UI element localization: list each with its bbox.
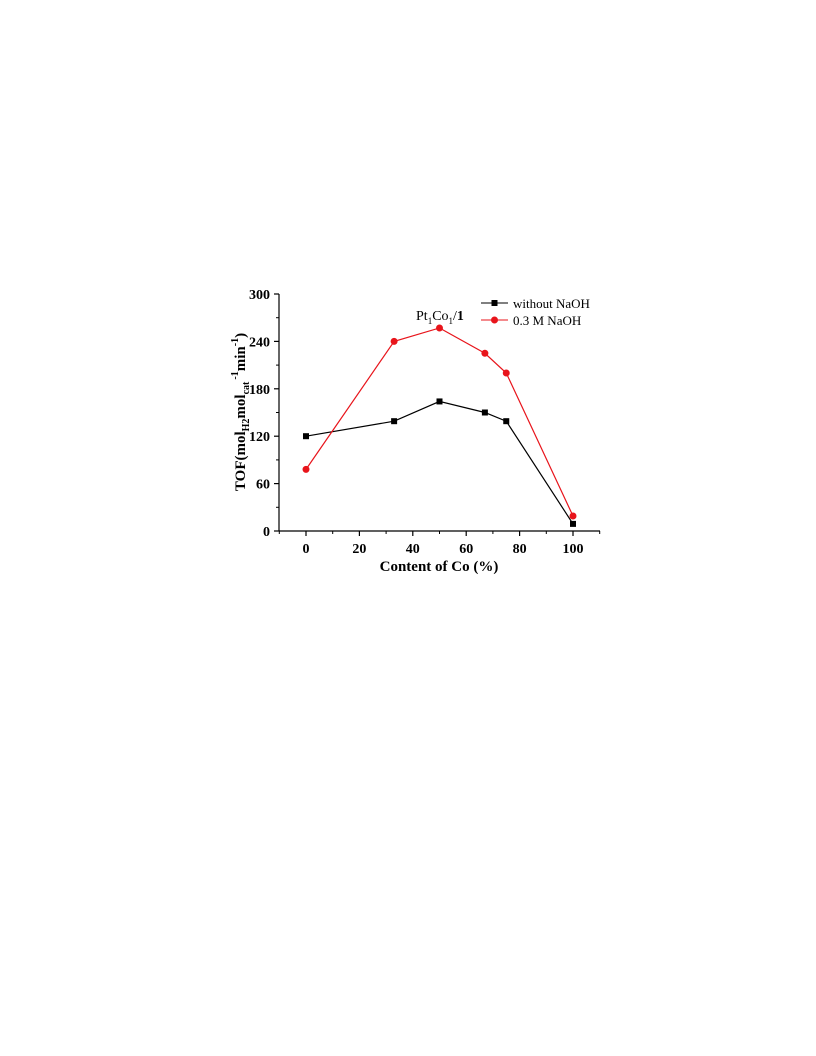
x-tick-label: 80: [513, 542, 527, 557]
data-point-circle: [390, 337, 398, 345]
data-point-square: [391, 418, 398, 425]
data-point-circle: [481, 349, 489, 357]
legend-marker-square: [491, 300, 498, 306]
data-point-circle: [502, 369, 510, 377]
data-point-circle: [436, 324, 443, 332]
data-point-square: [303, 433, 309, 440]
x-tick-label: 40: [406, 542, 420, 557]
x-axis-title: Content of Co (%): [380, 559, 499, 575]
series-line-0: [305, 400, 574, 525]
legend-entry-naoh: 0.3 M NaOH: [481, 313, 581, 328]
legend-entry-without-naoh: without NaOH: [481, 296, 590, 311]
data-point-square: [436, 398, 443, 405]
series-line-1: [305, 327, 574, 517]
data-point-circle: [302, 465, 310, 473]
plot-area: [302, 324, 577, 527]
y-tick-label: 180: [249, 383, 270, 398]
x-tick-label: 60: [459, 542, 473, 557]
y-tick-label: 240: [249, 335, 270, 350]
data-point-square: [503, 418, 510, 425]
axes: 0 60 120 180 240 300 0 20 40 60 80 100: [249, 288, 601, 557]
y-tick-label: 60: [256, 478, 270, 493]
y-tick-label: 0: [263, 525, 270, 540]
data-point-square: [570, 520, 576, 527]
annotation-label: Pt1Co1/1: [416, 309, 464, 326]
legend-label-naoh: 0.3 M NaOH: [513, 313, 581, 328]
legend-marker-circle: [491, 316, 498, 324]
x-tick-label: 100: [563, 542, 584, 557]
x-tick-label: 0: [303, 542, 310, 557]
y-axis-title: TOF(molH2molcat-1min-1): [230, 333, 252, 491]
legend-label-without-naoh: without NaOH: [513, 296, 590, 311]
x-tick-label: 20: [352, 542, 366, 557]
data-point-square: [481, 409, 488, 416]
y-tick-label: 300: [249, 288, 270, 303]
data-point-circle: [569, 512, 577, 520]
y-tick-label: 120: [249, 430, 270, 445]
legend: without NaOH 0.3 M NaOH: [481, 296, 590, 328]
